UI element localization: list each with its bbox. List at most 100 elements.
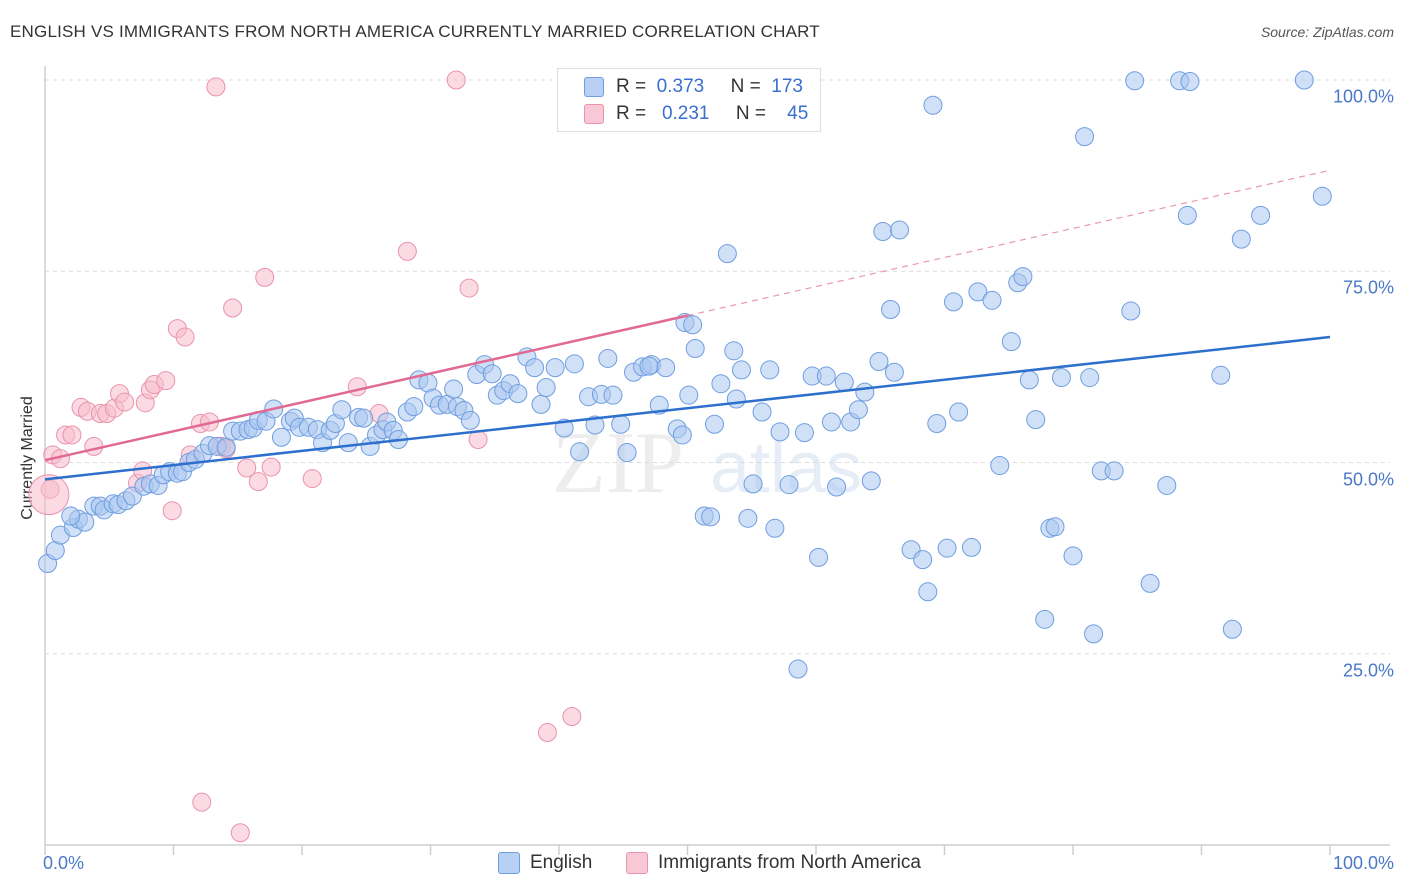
legend-label-english: English [530, 852, 593, 873]
english-point [738, 508, 758, 528]
english-point [1045, 517, 1065, 537]
immigrants-point [156, 371, 176, 391]
english-point [760, 360, 780, 380]
english-point [656, 358, 676, 378]
english-point [1177, 205, 1197, 225]
english-point [332, 400, 352, 420]
stats-legend: R = 0.373 N = 173 R = 0.231 N = 45 [557, 68, 821, 132]
english-point [1121, 301, 1141, 321]
immigrants-point [230, 823, 250, 843]
english-point [711, 374, 731, 394]
english-point [444, 379, 464, 399]
english-point [816, 366, 836, 386]
english-point [404, 397, 424, 417]
n-value: 45 [787, 103, 809, 124]
immigrants-point [347, 377, 367, 397]
english-point [1019, 370, 1039, 390]
english-point [1080, 368, 1100, 388]
english-point [788, 659, 808, 679]
english-point [982, 290, 1002, 310]
immigrants-point [446, 70, 466, 90]
immigrants-swatch [584, 104, 604, 124]
english-point [536, 378, 556, 398]
english-point [855, 382, 875, 402]
english-point [531, 394, 551, 414]
grid-lines [45, 79, 1390, 655]
english-point [545, 358, 565, 378]
english-point [873, 221, 893, 241]
immigrants-point [459, 278, 479, 298]
english-point [685, 339, 705, 359]
english-point [611, 414, 631, 434]
immigrants-point [397, 241, 417, 261]
english-point [834, 372, 854, 392]
english-point [827, 477, 847, 497]
english-point [701, 507, 721, 527]
english-point [1157, 475, 1177, 495]
immigrants-point [28, 474, 70, 516]
english-point [598, 348, 618, 368]
immigrants-point [192, 792, 212, 812]
english-point [672, 425, 692, 445]
english-point [683, 315, 703, 335]
english-point [639, 356, 659, 376]
source-label: Source: ZipAtlas.com [1260, 24, 1394, 40]
english-point [765, 518, 785, 538]
english-point [949, 402, 969, 422]
english-point [1140, 573, 1160, 593]
immigrants-point [537, 723, 557, 743]
english-point [617, 443, 637, 463]
english-point [460, 410, 480, 430]
english-point [679, 385, 699, 405]
english-series [38, 70, 1332, 679]
immigrants-point [255, 267, 275, 287]
n-label: N = [735, 103, 767, 124]
immigrants-point [248, 472, 268, 492]
legend-item-english: English [498, 852, 592, 874]
y-tick-label: 25.0% [1342, 660, 1394, 681]
immigrants-point [115, 392, 135, 412]
immigrants-point [302, 469, 322, 489]
english-point [1104, 461, 1124, 481]
english-point [1312, 186, 1332, 206]
legend-row-immigrants: R = 0.231 N = 45 [584, 102, 808, 126]
english-point [848, 400, 868, 420]
english-point [1084, 624, 1104, 644]
immigrants-point [162, 501, 182, 521]
english-point [881, 300, 901, 319]
english-point [913, 550, 933, 570]
english-point [1001, 332, 1021, 352]
y-tick-label: 75.0% [1342, 277, 1394, 298]
r-value: 0.231 [661, 103, 710, 124]
english-point [990, 456, 1010, 476]
y-tick-label: 50.0% [1342, 469, 1394, 489]
english-point [724, 341, 744, 361]
english-point [809, 547, 829, 567]
english-point [1051, 368, 1071, 388]
english-point [869, 352, 889, 372]
english-point [1231, 229, 1251, 249]
english-point [927, 413, 947, 433]
english-point [1125, 71, 1145, 91]
x-tick-label-min: 0.0% [43, 853, 85, 873]
english-point [779, 475, 799, 495]
english-point [743, 474, 763, 494]
n-value: 173 [771, 76, 803, 97]
immigrants-point [562, 706, 582, 726]
english-point [890, 220, 910, 240]
series-legend: English Immigrants from North America [0, 852, 1406, 878]
legend-label-immigrants: Immigrants from North America [658, 852, 921, 873]
english-trend-line [44, 335, 1331, 481]
x-tick-label-max: 100.0% [1332, 853, 1394, 873]
english-point [1075, 127, 1095, 147]
r-value: 0.373 [656, 76, 705, 97]
immigrants-swatch [626, 852, 648, 874]
english-point [726, 389, 746, 409]
english-point [794, 423, 814, 443]
english-point [1211, 365, 1231, 385]
r-label: R = [616, 76, 647, 97]
trend-lines [44, 169, 1331, 481]
english-point [570, 442, 590, 462]
english-point [482, 364, 502, 384]
